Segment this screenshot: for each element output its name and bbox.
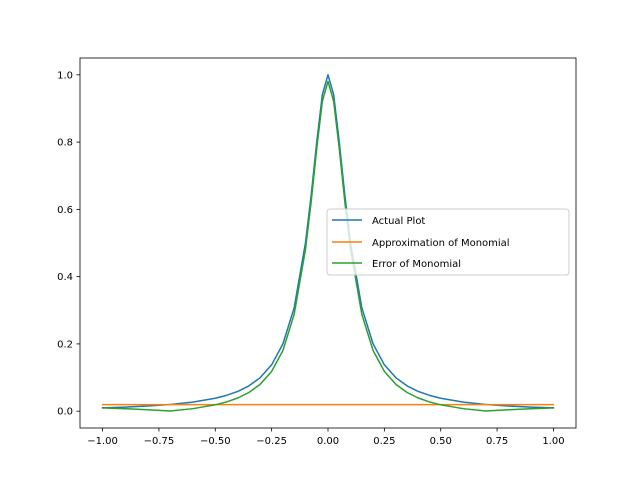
series-line-error-of-monomial [101,80,555,412]
legend-box [326,208,570,276]
y-axis: 0.0 0.2 0.4 0.6 0.8 1.0 [57,70,80,418]
x-tick-label: −0.75 [144,436,175,447]
x-tick-label: −0.50 [200,436,231,447]
plot-lines [101,74,555,412]
x-tick-label: 1.00 [542,436,564,447]
x-tick-label: −0.25 [256,436,287,447]
y-tick-label: 0.4 [57,272,73,283]
y-tick-label: 0.8 [57,138,73,149]
y-tick-label: 0.6 [57,205,73,216]
series-line-actual-plot [101,74,555,409]
legend-label-approximation-of-monomial: Approximation of Monomial [372,238,510,249]
legend-label-actual-plot: Actual Plot [372,216,425,227]
y-tick-label: 1.0 [57,70,73,81]
y-tick-label: 0.2 [57,339,73,350]
x-tick-label: 0.25 [373,436,395,447]
x-tick-label: 0.75 [486,436,508,447]
legend-label-error-of-monomial: Error of Monomial [372,259,461,270]
x-tick-label: 0.00 [317,436,339,447]
legend: Actual Plot Approximation of Monomial Er… [326,208,570,276]
x-tick-label: −1.00 [87,436,118,447]
y-tick-label: 0.0 [57,407,73,418]
x-tick-label: 0.50 [430,436,452,447]
x-axis: −1.00 −0.75 −0.50 −0.25 0.00 0.25 0.50 0.75 1.00 [87,428,565,447]
